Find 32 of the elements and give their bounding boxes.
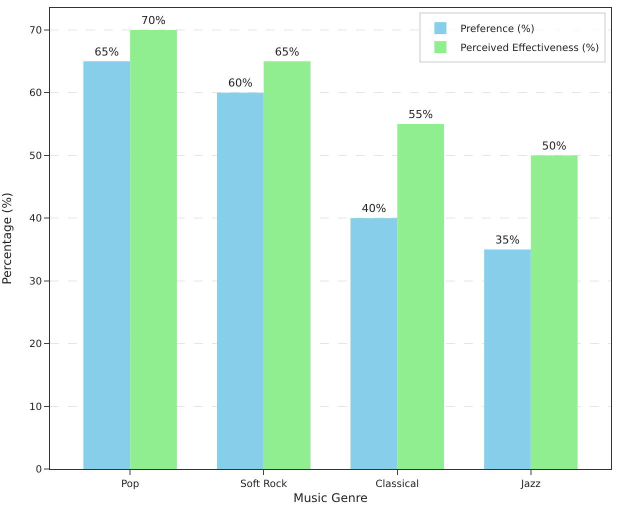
bar [530,155,578,469]
data-label: 70% [141,14,166,27]
x-tick-label: Pop [121,479,140,490]
bar [130,30,177,469]
y-tick-label: 20 [29,339,42,350]
legend-label: Perceived Effectiveness (%) [460,43,600,54]
data-label: 55% [408,108,433,122]
bar [397,124,444,469]
data-label: 40% [362,202,386,216]
data-label: 35% [495,233,520,246]
data-label: 65% [94,45,119,58]
y-tick-label: 50 [29,150,42,162]
y-tick-label: 60 [29,88,42,100]
data-label: 50% [542,139,566,152]
y-tick-label: 0 [36,464,42,476]
y-tick-label: 30 [29,276,42,288]
y-tick-label: 70 [29,25,42,36]
y-tick-label: 40 [29,214,42,225]
x-axis-title: Music Genre [293,490,368,505]
x-tick-label: Classical [376,479,420,490]
x-tick-label: Soft Rock [240,479,288,490]
legend-label: Preference (%) [460,24,535,36]
data-label: 65% [274,45,300,58]
y-axis-title: Percentage (%) [0,192,14,285]
y-tick-label: 10 [29,402,42,413]
bar [83,61,130,469]
data-label: 60% [228,76,253,90]
bar [216,92,264,469]
bar [264,61,310,469]
bar [350,218,398,469]
x-tick-label: Jazz [520,479,541,490]
bar [484,249,531,469]
